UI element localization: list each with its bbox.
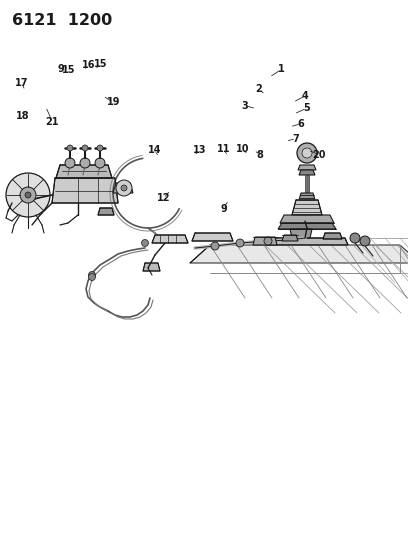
Polygon shape — [113, 183, 133, 193]
Text: 4: 4 — [302, 91, 308, 101]
Text: 9: 9 — [58, 64, 64, 74]
Polygon shape — [192, 233, 233, 241]
Circle shape — [20, 187, 36, 203]
Circle shape — [89, 273, 95, 280]
Circle shape — [80, 158, 90, 168]
Circle shape — [82, 145, 88, 151]
Circle shape — [121, 185, 127, 191]
Text: 3: 3 — [242, 101, 248, 110]
Circle shape — [350, 233, 360, 243]
Text: 12: 12 — [156, 193, 170, 203]
Polygon shape — [267, 238, 348, 245]
Polygon shape — [56, 165, 112, 178]
Text: 2: 2 — [256, 84, 262, 94]
Polygon shape — [143, 263, 160, 271]
Text: 13: 13 — [193, 146, 207, 155]
Polygon shape — [152, 235, 188, 243]
Text: 18: 18 — [16, 111, 29, 121]
Circle shape — [6, 173, 50, 217]
Text: 10: 10 — [236, 144, 250, 154]
Text: 6121  1200: 6121 1200 — [12, 13, 113, 28]
Circle shape — [95, 158, 105, 168]
Text: 14: 14 — [147, 146, 161, 155]
Polygon shape — [253, 237, 277, 245]
Text: 7: 7 — [293, 134, 299, 143]
Text: 20: 20 — [312, 150, 326, 159]
Polygon shape — [323, 233, 342, 239]
Text: 16: 16 — [82, 60, 96, 70]
Circle shape — [302, 148, 312, 158]
Polygon shape — [98, 208, 114, 215]
Circle shape — [97, 145, 103, 151]
Text: 17: 17 — [14, 78, 28, 87]
Text: 19: 19 — [106, 98, 120, 107]
Circle shape — [142, 239, 149, 246]
Circle shape — [211, 242, 219, 250]
Circle shape — [89, 271, 95, 279]
Circle shape — [116, 180, 132, 196]
Polygon shape — [290, 229, 312, 238]
Text: 9: 9 — [220, 204, 227, 214]
Polygon shape — [280, 215, 334, 223]
Text: 6: 6 — [298, 119, 304, 128]
Polygon shape — [52, 178, 118, 203]
Text: 15: 15 — [62, 66, 75, 75]
Polygon shape — [298, 165, 316, 170]
Polygon shape — [299, 193, 315, 200]
Circle shape — [25, 192, 31, 198]
Text: 11: 11 — [217, 144, 231, 154]
Polygon shape — [299, 170, 315, 175]
Text: 5: 5 — [304, 103, 310, 113]
Text: 21: 21 — [45, 117, 59, 126]
Circle shape — [264, 237, 272, 245]
Circle shape — [297, 143, 317, 163]
Circle shape — [67, 145, 73, 151]
Polygon shape — [190, 245, 408, 263]
Polygon shape — [282, 235, 298, 241]
Circle shape — [236, 239, 244, 247]
Text: 1: 1 — [278, 64, 285, 74]
Circle shape — [65, 158, 75, 168]
Text: 15: 15 — [94, 59, 108, 69]
Circle shape — [360, 236, 370, 246]
Text: 8: 8 — [257, 150, 264, 159]
Polygon shape — [292, 200, 322, 215]
Polygon shape — [278, 223, 336, 229]
